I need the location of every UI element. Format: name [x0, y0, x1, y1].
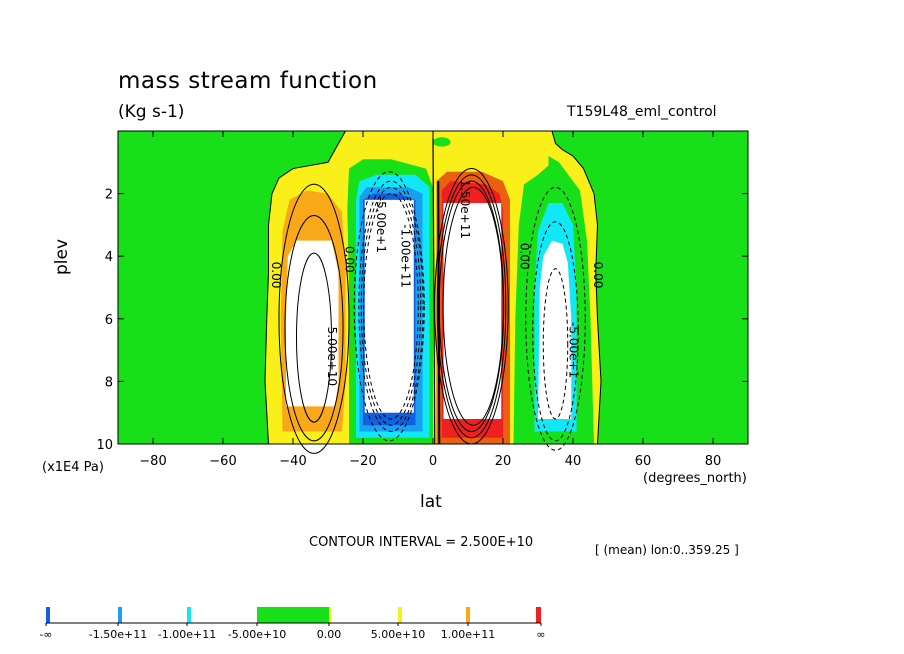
hadley-north-core	[443, 202, 502, 419]
x-tick-label: −20	[349, 454, 376, 469]
y-tick-label: 6	[105, 313, 113, 328]
contour-label: 0.00	[269, 262, 283, 289]
contour-zero-equator	[432, 137, 436, 445]
colorbar-label: 1.00e+11	[441, 628, 495, 641]
green-region-north	[552, 131, 748, 444]
x-tick-label: 0	[429, 454, 437, 469]
contour-label: -1.00e+11	[399, 224, 413, 288]
x-tick-label: 40	[565, 454, 582, 469]
x-unit-label: (degrees_north)	[643, 471, 747, 486]
colorbar-label: 5.00e+10	[371, 628, 425, 641]
colorbar-swatch	[257, 607, 329, 623]
contour-hadley-south-3	[363, 193, 419, 420]
green-blob-top	[433, 137, 451, 147]
x-tick-label: 60	[635, 454, 652, 469]
x-tick-label: 20	[495, 454, 512, 469]
colorbar-swatch	[466, 607, 470, 623]
contour-label: 0.00	[518, 243, 532, 270]
x-tick-label: −60	[209, 454, 236, 469]
y-unit-label: (x1E4 Pa)	[42, 460, 104, 475]
colorbar-swatch	[398, 607, 402, 623]
green-region-south	[118, 131, 346, 444]
contour-interval-label: CONTOUR INTERVAL = 2.500E+10	[309, 535, 534, 550]
colorbar-label: -1.50e+11	[89, 628, 147, 641]
contour-label: 0.00	[591, 262, 605, 289]
contour-ferrel-south-outer	[278, 183, 350, 454]
contour-ferrel-south-inner	[296, 252, 332, 423]
dataset-label: T159L48_eml_control	[567, 104, 717, 120]
colorbar-swatch	[536, 607, 541, 623]
contour-ferrel-north-outer	[525, 186, 586, 451]
contour-label: 0.00	[343, 246, 357, 273]
contour-label: 1.50e+11	[458, 180, 472, 239]
contour-hadley-south-1	[358, 180, 424, 432]
colorbar-swatch	[187, 607, 191, 623]
contour-hadley-north-1	[436, 174, 507, 439]
units-label: (Kg s-1)	[118, 102, 185, 122]
contour-label: -5.00e+1	[567, 322, 581, 378]
colorbar-swatch	[46, 607, 50, 623]
colorbar-label: -1.00e+11	[158, 628, 216, 641]
contour-ferrel-north-mid	[532, 221, 579, 442]
contour-zero-south	[118, 130, 347, 445]
chart-title: mass stream function	[118, 68, 378, 94]
contour-hadley-south-2	[360, 186, 422, 426]
contour-label: -5.00e+1	[374, 197, 388, 253]
contour-hadley-north-3	[442, 186, 504, 426]
contour-label: 5.00e+10	[325, 327, 339, 386]
colorbar-swatch	[329, 607, 331, 623]
x-tick-label: −40	[279, 454, 306, 469]
ferrel-south-core	[286, 240, 339, 407]
colorbar: -∞ -1.50e+11 -1.00e+11 -5.00e+10 0.00 5.00e+1…	[39, 607, 546, 641]
contour-strong-equator	[437, 181, 441, 445]
hadley-south-core	[364, 199, 414, 413]
colorbar-label: -∞	[39, 628, 52, 641]
colorbar-label: 0.00	[317, 628, 342, 641]
contour-hadley-south-0	[353, 171, 425, 442]
colorbar-swatch	[118, 607, 122, 623]
y-tick-label: 8	[105, 375, 113, 390]
contour-zero-north	[551, 130, 602, 445]
x-tick-label: −80	[139, 454, 166, 469]
mean-label: [ (mean) lon:0..359.25 ]	[595, 543, 739, 557]
y-tick-label: 4	[105, 250, 113, 265]
colorbar-label: -5.00e+10	[228, 628, 286, 641]
y-tick-label: 10	[96, 438, 113, 453]
y-tick-label: 2	[105, 188, 113, 203]
x-axis-label: lat	[420, 492, 442, 512]
x-tick-label: 80	[705, 454, 722, 469]
colorbar-label: ∞	[536, 628, 545, 641]
contour-ferrel-south-mid	[284, 215, 344, 442]
contour-ferrel-north-inner	[542, 268, 569, 420]
